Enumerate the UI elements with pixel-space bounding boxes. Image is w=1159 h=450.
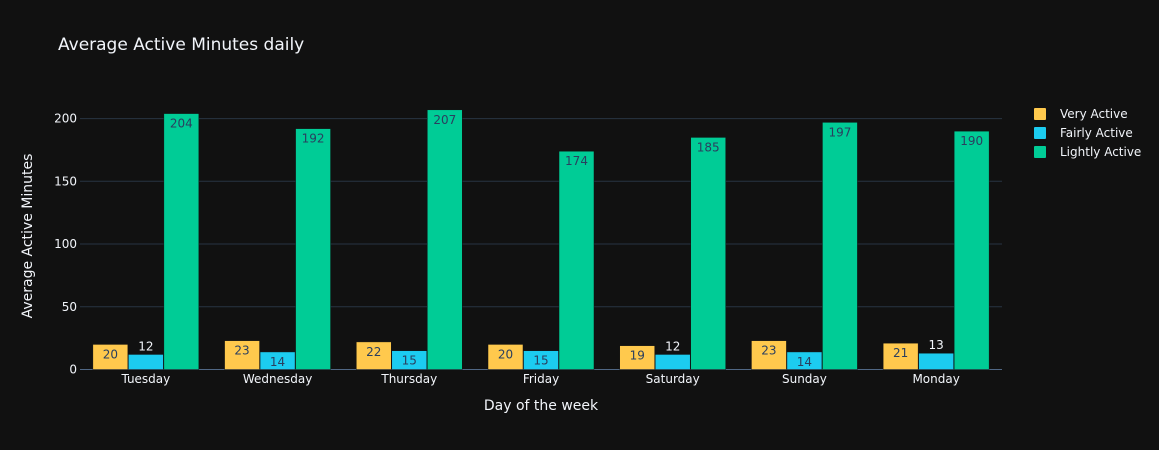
- chart-title: Average Active Minutes daily: [58, 35, 304, 55]
- legend-label: Very Active: [1060, 107, 1128, 121]
- y-tick-label: 0: [69, 363, 77, 377]
- bar-lightly-active[interactable]: [427, 109, 463, 370]
- data-label: 14: [270, 355, 285, 369]
- legend-label: Fairly Active: [1060, 126, 1133, 140]
- data-label: 197: [828, 125, 851, 139]
- data-label: 174: [565, 154, 588, 168]
- y-tick-label: 50: [62, 300, 77, 314]
- data-label: 190: [960, 134, 983, 148]
- data-label: 185: [697, 140, 720, 154]
- bar-lightly-active[interactable]: [295, 128, 331, 370]
- data-label: 15: [533, 354, 548, 368]
- data-label: 20: [498, 347, 513, 361]
- bar-very-active[interactable]: [92, 344, 129, 370]
- bar-very-active[interactable]: [882, 342, 919, 370]
- data-label: 204: [170, 117, 193, 131]
- bar-lightly-active[interactable]: [822, 122, 858, 370]
- x-tick-label: Sunday: [782, 372, 827, 386]
- x-tick-labels: Tuesday Wednesday Thursday Friday Saturday Su…: [120, 372, 959, 386]
- bar-very-active[interactable]: [224, 340, 260, 370]
- legend-item-very-active[interactable]: Very Active: [1034, 107, 1128, 121]
- bar-fairly-active[interactable]: [786, 351, 823, 370]
- data-label: 20: [103, 347, 118, 361]
- data-label: 23: [234, 344, 249, 358]
- data-labels: 20 12 204 23 14 192 22 15 207 20 15 174 19 12 185 23 14 1…: [103, 113, 983, 369]
- legend-swatch: [1034, 108, 1046, 120]
- bar-lightly-active[interactable]: [558, 150, 595, 370]
- bar-very-active[interactable]: [751, 340, 787, 370]
- y-tick-labels: 0 50 100 150 200: [54, 112, 77, 377]
- x-axis-title: Day of the week: [484, 398, 599, 414]
- legend[interactable]: Very Active Fairly Active Lightly Active: [1034, 107, 1141, 159]
- data-label: 19: [630, 349, 645, 363]
- x-tick-label: Wednesday: [243, 372, 312, 386]
- bar-very-active[interactable]: [487, 344, 524, 370]
- bar-fairly-active[interactable]: [259, 351, 296, 370]
- bars: [92, 109, 990, 370]
- data-label: 23: [761, 344, 776, 358]
- bar-very-active[interactable]: [356, 341, 392, 370]
- data-label: 15: [402, 354, 417, 368]
- data-label: 22: [366, 345, 381, 359]
- x-tick-label: Tuesday: [120, 372, 170, 386]
- data-label: 13: [929, 338, 944, 352]
- bar-fairly-active[interactable]: [391, 350, 428, 370]
- x-tick-label: Monday: [912, 372, 959, 386]
- legend-swatch: [1034, 127, 1046, 139]
- data-label: 192: [302, 132, 325, 146]
- legend-swatch: [1034, 146, 1046, 158]
- x-tick-label: Thursday: [380, 372, 437, 386]
- legend-item-fairly-active[interactable]: Fairly Active: [1034, 126, 1133, 140]
- data-label: 14: [797, 355, 812, 369]
- x-tick-label: Friday: [523, 372, 559, 386]
- bar-fairly-active[interactable]: [654, 354, 691, 370]
- y-tick-label: 100: [54, 237, 77, 251]
- data-label: 207: [433, 113, 456, 127]
- bar-fairly-active[interactable]: [523, 350, 559, 370]
- bar-fairly-active[interactable]: [128, 354, 164, 370]
- data-label: 21: [893, 346, 908, 360]
- bar-lightly-active[interactable]: [953, 130, 990, 370]
- data-label: 12: [138, 339, 153, 353]
- y-axis-title: Average Active Minutes: [20, 154, 36, 319]
- bar-lightly-active[interactable]: [163, 113, 200, 370]
- bar-lightly-active[interactable]: [690, 137, 726, 370]
- y-tick-label: 150: [54, 174, 77, 188]
- data-label: 12: [665, 339, 680, 353]
- legend-item-lightly-active[interactable]: Lightly Active: [1034, 145, 1141, 159]
- bar-fairly-active[interactable]: [918, 352, 954, 370]
- x-tick-label: Saturday: [646, 372, 700, 386]
- bar-very-active[interactable]: [619, 345, 655, 370]
- grid-layer: [80, 118, 1002, 370]
- y-tick-label: 200: [54, 112, 77, 126]
- legend-label: Lightly Active: [1060, 145, 1141, 159]
